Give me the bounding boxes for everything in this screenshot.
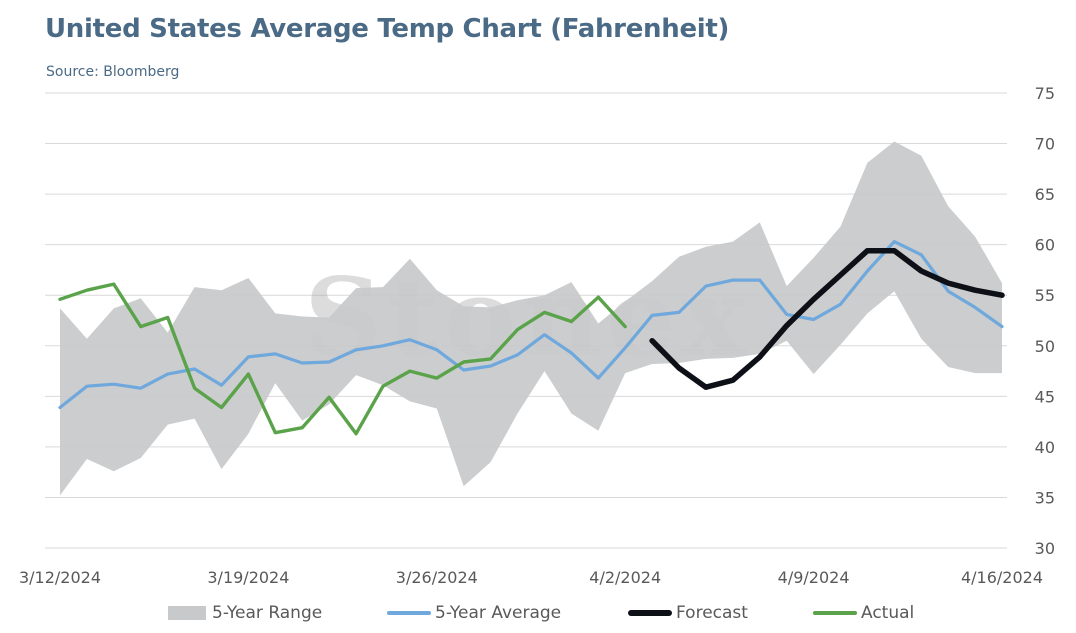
legend-label-actual: Actual	[861, 603, 915, 623]
forecast-line	[649, 247, 1005, 390]
chart-source: Source: Bloomberg	[46, 64, 180, 80]
y-tick-label: 70	[1035, 135, 1055, 154]
range-area-layer	[60, 141, 1002, 496]
average-line	[58, 240, 1004, 410]
x-tick-label: 4/16/2024	[961, 568, 1043, 587]
x-tick-label: 3/19/2024	[207, 568, 289, 587]
legend-swatch-actual	[813, 611, 857, 615]
x-tick-label: 4/2/2024	[589, 568, 661, 587]
y-tick-label: 45	[1035, 387, 1055, 406]
legend-label-average: 5-Year Average	[435, 603, 562, 623]
legend-item-average: 5-Year Average	[387, 598, 561, 628]
y-tick-label: 75	[1035, 84, 1055, 103]
legend-swatch-forecast	[628, 610, 672, 616]
y-axis: 30 35 40 45 50 55 60 65 70 75	[1035, 84, 1055, 558]
y-tick-label: 35	[1035, 488, 1055, 507]
legend-swatch-range	[168, 606, 206, 620]
y-tick-label: 60	[1035, 236, 1055, 255]
legend-label-forecast: Forecast	[676, 603, 748, 623]
chart-legend: 5-Year Range 5-Year Average Forecast Act…	[0, 598, 1076, 628]
x-tick-label: 3/12/2024	[19, 568, 101, 587]
y-tick-label: 30	[1035, 539, 1055, 558]
y-tick-label: 55	[1035, 286, 1055, 305]
legend-item-forecast: Forecast	[628, 598, 748, 628]
series-lines-layer	[58, 240, 1005, 436]
legend-item-actual: Actual	[813, 598, 914, 628]
chart-title: United States Average Temp Chart (Fahren…	[45, 14, 730, 44]
actual-line	[58, 282, 627, 436]
legend-swatch-average	[387, 611, 431, 615]
legend-item-range: 5-Year Range	[168, 598, 322, 628]
y-tick-label: 50	[1035, 337, 1055, 356]
y-tick-label: 40	[1035, 438, 1055, 457]
x-axis: 3/12/2024 3/19/2024 3/26/2024 4/2/2024 4/9/2…	[19, 568, 1043, 587]
legend-label-range: 5-Year Range	[212, 603, 323, 623]
range-area	[60, 141, 1002, 496]
y-tick-label: 65	[1035, 185, 1055, 204]
x-tick-label: 4/9/2024	[778, 568, 850, 587]
x-tick-label: 3/26/2024	[396, 568, 478, 587]
